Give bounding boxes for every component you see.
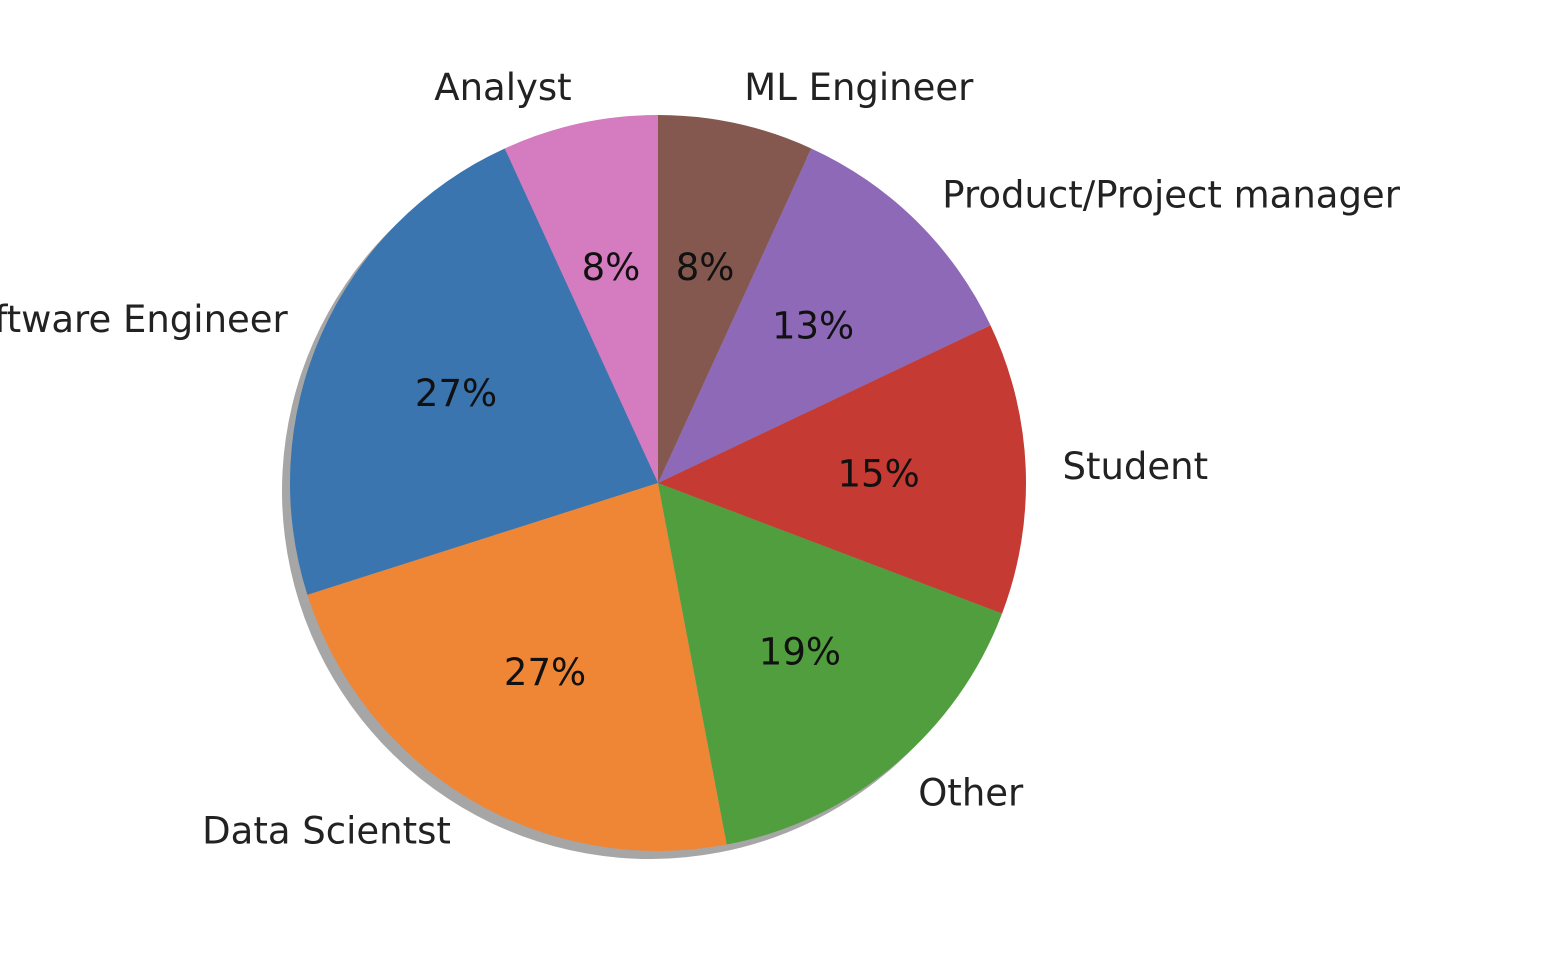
pct-label-student: 15% bbox=[837, 453, 919, 496]
category-label-software-engineer: Software Engineer bbox=[0, 298, 289, 341]
category-label-analyst: Analyst bbox=[434, 66, 571, 109]
category-label-ml-engineer: ML Engineer bbox=[744, 66, 974, 109]
slice-software-engineer bbox=[289, 148, 658, 595]
category-label-student: Student bbox=[1062, 445, 1208, 488]
pct-label-ml-engineer: 8% bbox=[676, 246, 735, 289]
category-label-product-project-manager: Product/Project manager bbox=[942, 173, 1400, 216]
pct-label-other: 19% bbox=[759, 631, 841, 674]
pct-label-data-scientst: 27% bbox=[504, 651, 586, 694]
pct-label-product-project-manager: 13% bbox=[772, 304, 854, 347]
pct-label-software-engineer: 27% bbox=[415, 372, 497, 415]
slice-ml-engineer bbox=[658, 115, 812, 483]
slice-analyst bbox=[504, 115, 658, 483]
pie-labels: 8% Analyst 27% Software Engineer 27% Data Sci… bbox=[0, 66, 1401, 852]
pie-slices bbox=[289, 115, 1026, 852]
slice-student bbox=[658, 325, 1026, 614]
category-label-other: Other bbox=[918, 772, 1024, 815]
slice-other bbox=[658, 483, 1003, 845]
category-label-data-scientst: Data Scientst bbox=[202, 809, 451, 852]
slice-product-project-manager bbox=[658, 148, 991, 483]
pct-label-analyst: 8% bbox=[582, 246, 641, 289]
slice-data-scientst bbox=[307, 483, 727, 852]
